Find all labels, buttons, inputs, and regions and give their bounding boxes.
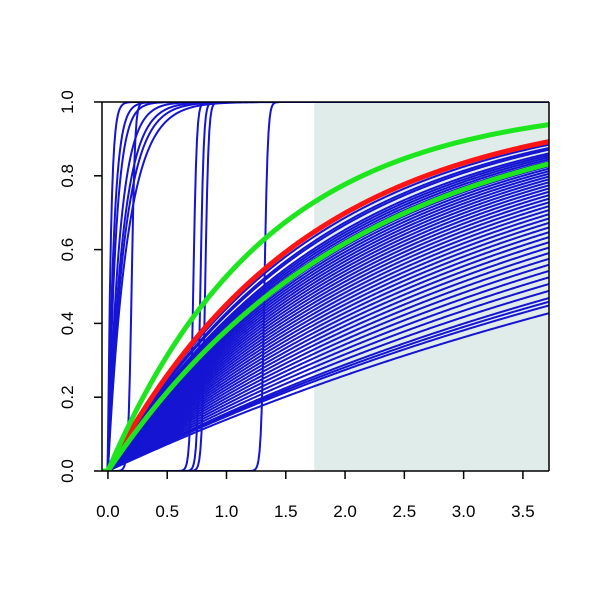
y-tick-label: 0.0 xyxy=(58,459,77,483)
bundle-curve xyxy=(102,269,549,471)
bundle-curve xyxy=(102,289,549,471)
bundle-curve xyxy=(102,236,549,471)
bundle-curve xyxy=(102,231,549,471)
bundle-curve xyxy=(102,184,549,471)
bundle-curve xyxy=(102,241,549,471)
bundle-curve xyxy=(102,226,549,471)
x-tick-label: 2.0 xyxy=(333,502,357,521)
fast-curve xyxy=(102,102,549,471)
y-tick-label: 0.4 xyxy=(58,312,77,336)
bundle-curve xyxy=(102,297,549,471)
x-tick-label: 1.5 xyxy=(274,502,298,521)
y-tick-label: 1.0 xyxy=(58,90,77,114)
bundle-curve xyxy=(102,252,549,471)
bundle-curve xyxy=(102,221,549,471)
x-tick-label: 3.5 xyxy=(511,502,535,521)
y-tick-label: 0.6 xyxy=(58,238,77,262)
fast-curve xyxy=(102,102,549,471)
x-tick-label: 1.0 xyxy=(215,502,239,521)
bundle-curve xyxy=(102,263,549,471)
bundle-curve xyxy=(102,257,549,471)
bundle-curve xyxy=(102,217,549,471)
bound-curve xyxy=(102,161,549,471)
bundle-curve xyxy=(102,172,549,471)
axes-group: 0.0 0.5 1.0 1.5 2.0 2.5 3.0 3.5 0.0 0.2 0.4 0.6 0.8 1… xyxy=(58,90,550,521)
bundle-curve xyxy=(102,154,549,471)
x-tick-label: 2.5 xyxy=(393,502,417,521)
y-tick-label: 0.2 xyxy=(58,385,77,409)
x-tick-label: 0.0 xyxy=(96,502,120,521)
bundle-curve xyxy=(102,156,549,471)
bundle-curve xyxy=(102,205,549,471)
bundle-curve xyxy=(102,201,549,471)
bundle-curve xyxy=(102,213,549,471)
bundle-curve xyxy=(102,283,549,471)
reference-curve xyxy=(102,139,549,471)
bound-curve xyxy=(102,122,549,471)
x-tick-label: 0.5 xyxy=(155,502,179,521)
bundle-curve xyxy=(102,312,549,471)
bundle-curve xyxy=(102,170,549,471)
curve-group xyxy=(102,102,549,471)
bundle-curve xyxy=(102,181,549,471)
bundle-curve xyxy=(102,197,549,471)
bundle-curve xyxy=(102,187,549,471)
fast-curve xyxy=(102,102,549,471)
bundle-curve xyxy=(102,175,549,471)
bundle-curve xyxy=(102,246,549,471)
bundle-curve xyxy=(102,209,549,471)
x-tick-label: 3.0 xyxy=(452,502,476,521)
bundle-curve xyxy=(102,152,549,471)
y-tick-label: 0.8 xyxy=(58,164,77,188)
bundle-curve xyxy=(102,178,549,471)
bundle-curve xyxy=(102,190,549,471)
bundle-curve xyxy=(102,146,549,471)
bundle-curve xyxy=(102,194,549,471)
bundle-curve xyxy=(102,276,549,471)
